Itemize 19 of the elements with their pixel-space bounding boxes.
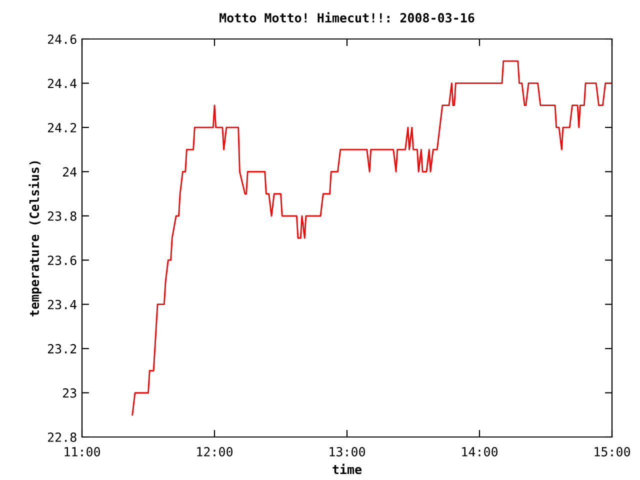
line-series bbox=[132, 60, 612, 416]
y-tick-label: 23.2 bbox=[48, 344, 76, 354]
y-tick-label: 23.4 bbox=[48, 300, 77, 310]
x-tick-label: 11:00 bbox=[64, 447, 100, 456]
y-axis-title: temperature (Celsius) bbox=[28, 161, 42, 316]
y-tick-label: 24.2 bbox=[48, 122, 76, 132]
x-tick-label: 12:00 bbox=[197, 447, 233, 456]
x-axis-title: time bbox=[332, 464, 362, 474]
y-tick-label: 23 bbox=[63, 388, 76, 398]
y-tick-label: 23.8 bbox=[48, 211, 76, 221]
y-tick-label: 22.8 bbox=[48, 432, 76, 442]
x-tick-label: 14:00 bbox=[462, 447, 498, 456]
y-tick-label: 24.4 bbox=[48, 78, 77, 88]
y-tick-label: 24 bbox=[63, 167, 77, 176]
x-tick-label: 15:00 bbox=[594, 447, 630, 456]
y-tick-label: 24.6 bbox=[48, 34, 76, 44]
x-tick-label: 13:00 bbox=[330, 447, 366, 456]
y-tick-label: 23.6 bbox=[48, 256, 76, 266]
chart-title: Motto Motto! Himecut!!: 2008-03-16 bbox=[220, 12, 474, 23]
